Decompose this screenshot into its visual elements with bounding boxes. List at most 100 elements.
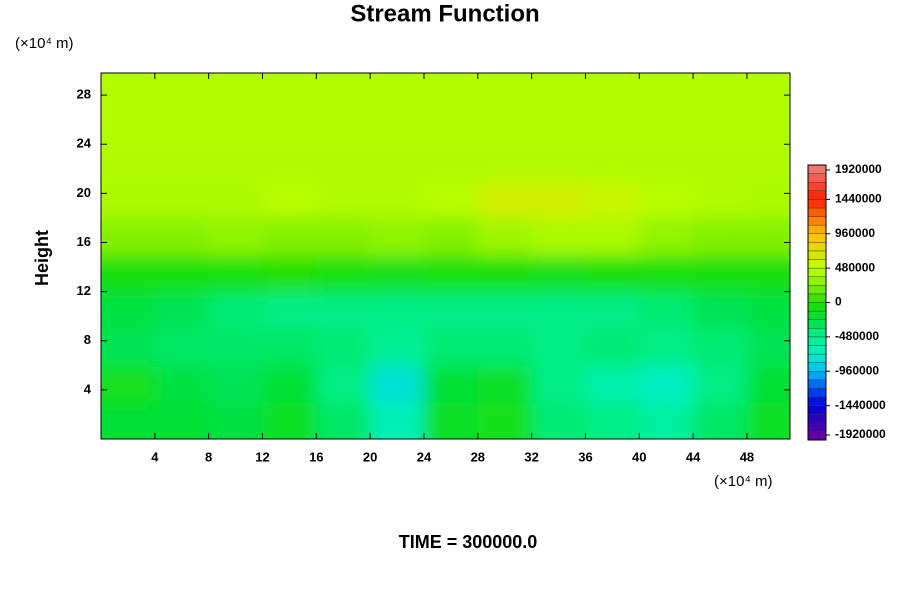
field-cell: [746, 144, 790, 183]
field-cell: [370, 107, 425, 146]
field-cell: [316, 181, 372, 219]
colorbar-band: [807, 259, 827, 269]
colorbar-band: [807, 319, 827, 329]
field-cell: [746, 291, 790, 330]
x-unit-label: (×10⁴ m): [714, 473, 773, 490]
field-cell: [154, 73, 210, 109]
field-cell: [208, 365, 264, 404]
field-cell: [477, 73, 533, 109]
field-cell: [746, 402, 790, 439]
field-cell: [154, 291, 210, 330]
x-tick-label: 12: [255, 449, 269, 464]
colorbar-label: 1920000: [835, 162, 882, 176]
field-cell: [101, 365, 156, 404]
field-cell: [531, 73, 587, 109]
field-cells: [101, 73, 790, 439]
field-cell: [531, 107, 587, 146]
field-cell: [154, 107, 210, 146]
field-cell: [746, 254, 790, 293]
field-cell: [316, 254, 372, 293]
x-tick-label: 16: [309, 449, 323, 464]
field-cell: [477, 291, 533, 330]
field-cell: [262, 365, 318, 404]
field-cell: [585, 365, 641, 404]
field-cell: [585, 181, 641, 219]
field-cell: [531, 328, 587, 367]
y-tick-label: 28: [77, 87, 91, 102]
x-tick-label: 20: [363, 449, 377, 464]
field-cell: [423, 107, 479, 146]
field-cell: [370, 181, 425, 219]
field-cell: [370, 254, 425, 293]
chart-title: Stream Function: [350, 0, 539, 27]
field-cell: [262, 144, 318, 183]
field-cell: [423, 291, 479, 330]
colorbar-band: [807, 345, 827, 355]
x-tick-label: 8: [205, 449, 212, 464]
field-cell: [639, 144, 695, 183]
y-tick-label: 24: [77, 136, 92, 151]
x-tick-label: 48: [740, 449, 754, 464]
colorbar-band: [807, 207, 827, 217]
field-cell: [370, 217, 425, 256]
field-cell: [585, 328, 641, 367]
colorbar-band: [807, 422, 827, 432]
field-cell: [585, 217, 641, 256]
x-tick-label: 36: [578, 449, 592, 464]
field-cell: [477, 365, 533, 404]
field-cell: [693, 254, 748, 293]
colorbar-band: [807, 362, 827, 372]
plot-frame: [100, 72, 791, 440]
field-cell: [208, 107, 264, 146]
colorbar-label: 480000: [835, 260, 875, 274]
field-cell: [746, 73, 790, 109]
field-cell: [316, 73, 372, 109]
field-cell: [477, 402, 533, 439]
colorbar-band: [807, 431, 827, 441]
field-cell: [639, 291, 695, 330]
field-cell: [370, 365, 425, 404]
field-cell: [154, 144, 210, 183]
colorbar-band: [807, 233, 827, 243]
field-cell: [154, 217, 210, 256]
field-cell: [208, 328, 264, 367]
field-cell: [262, 181, 318, 219]
y-tick-label: 4: [84, 381, 92, 396]
field-cell: [316, 402, 372, 439]
colorbar-band: [807, 173, 827, 183]
colorbar-label: -1440000: [835, 398, 886, 412]
colorbar-band: [807, 371, 827, 381]
field-cell: [101, 217, 156, 256]
x-tick-label: 4: [151, 449, 159, 464]
field-cell: [370, 402, 425, 439]
field-cell: [693, 73, 748, 109]
field-cell: [316, 328, 372, 367]
colorbar-band: [807, 181, 827, 191]
field-cell: [316, 365, 372, 404]
x-tick-label: 28: [471, 449, 485, 464]
field-cell: [154, 328, 210, 367]
field-cell: [531, 254, 587, 293]
field-cell: [423, 73, 479, 109]
field-cell: [262, 107, 318, 146]
colorbar-band: [807, 336, 827, 346]
colorbar-band: [807, 388, 827, 398]
field-cell: [208, 217, 264, 256]
colorbar-label: -1920000: [835, 427, 886, 441]
x-tick-label: 40: [632, 449, 646, 464]
x-tick-label: 32: [524, 449, 538, 464]
y-axis-label: Height: [32, 230, 52, 286]
field-cell: [585, 144, 641, 183]
field-cell: [370, 73, 425, 109]
field-cell: [746, 181, 790, 219]
colorbar-label: 1440000: [835, 192, 882, 206]
y-unit-label: (×10⁴ m): [15, 35, 74, 52]
y-tick-label: 12: [77, 283, 91, 298]
time-label: TIME = 300000.0: [399, 532, 538, 552]
field-cell: [693, 144, 748, 183]
colorbar-band: [807, 276, 827, 286]
field-cell: [370, 291, 425, 330]
field-cell: [101, 181, 156, 219]
colorbar-band: [807, 379, 827, 389]
